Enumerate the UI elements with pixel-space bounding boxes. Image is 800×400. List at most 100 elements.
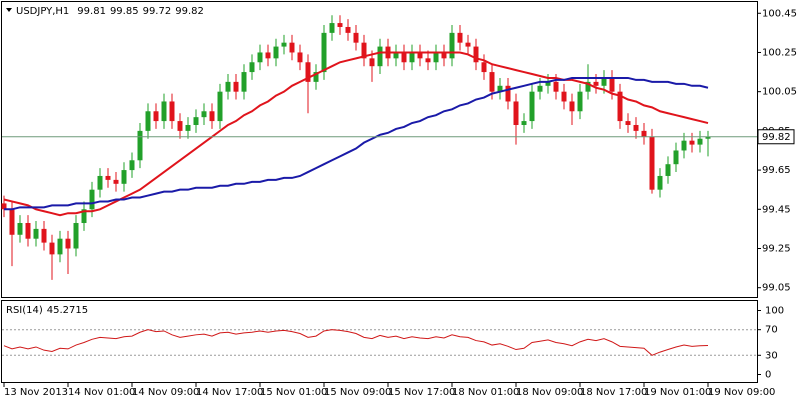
candle-body <box>705 136 711 139</box>
candle-body <box>17 223 23 235</box>
last-high: 99.85 <box>110 6 139 17</box>
price-label-box <box>757 129 795 145</box>
x-tick-label: 14 Nov 01:00 <box>68 387 135 398</box>
candle-body <box>417 52 423 59</box>
y-tick-label: 99.65 <box>762 165 791 176</box>
candle-body <box>273 46 279 59</box>
candle-body <box>585 81 591 92</box>
main-panel-frame <box>1 1 758 298</box>
rsi-name: RSI(14) <box>6 305 43 316</box>
y-tick-label: 100.45 <box>762 8 797 19</box>
candle-body <box>113 179 119 184</box>
candle-body <box>657 175 663 190</box>
candle-body <box>313 72 319 82</box>
y-tick-label: 99.05 <box>762 283 791 294</box>
y-tick-label: 100 <box>765 305 784 316</box>
candle-body <box>241 72 247 92</box>
candle-body <box>49 242 55 255</box>
candle-body <box>361 42 367 59</box>
candle-body <box>33 228 39 239</box>
candle-body <box>337 23 343 27</box>
rsi-panel-frame <box>1 300 758 383</box>
x-tick-label: 18 Nov 01:00 <box>452 387 519 398</box>
last-close: 99.82 <box>175 6 204 17</box>
x-tick-label: 14 Nov 09:00 <box>132 387 199 398</box>
candle-body <box>345 26 351 33</box>
x-tick-label: 18 Nov 17:00 <box>580 387 647 398</box>
candle-body <box>609 77 615 92</box>
rsi-title: RSI(14) 45.2715 <box>6 305 88 316</box>
y-tick-label: 99.25 <box>762 243 791 254</box>
candle-body <box>193 117 199 125</box>
candle-body <box>65 238 71 249</box>
candle-body <box>425 58 431 63</box>
candle-body <box>129 160 135 171</box>
candle-body <box>537 85 543 92</box>
y-tick-label: 100.25 <box>762 47 797 58</box>
candle-body <box>617 91 623 122</box>
candle-body <box>633 124 639 131</box>
candle-body <box>81 209 87 224</box>
y-tick-label: 99.45 <box>762 204 791 215</box>
rsi-line <box>3 329 709 356</box>
x-tick-label: 15 Nov 01:00 <box>260 387 327 398</box>
candle-body <box>265 52 271 59</box>
candle-body <box>25 223 31 239</box>
candle-body <box>305 62 311 82</box>
candle-body <box>665 164 671 176</box>
candle-body <box>433 52 439 63</box>
candle-body <box>649 136 655 190</box>
y-tick-label: 70 <box>765 325 778 336</box>
rsi-last: 45.2715 <box>47 305 88 316</box>
candle-body <box>377 46 383 67</box>
candle-body <box>353 32 359 43</box>
candle-body <box>673 150 679 165</box>
candle-body <box>9 209 15 235</box>
candle-body <box>233 81 239 92</box>
candle-body <box>689 140 695 145</box>
candle-body <box>281 42 287 47</box>
candle-body <box>697 138 703 145</box>
candle-body <box>513 101 519 125</box>
candle-body <box>601 77 607 86</box>
candle-body <box>209 111 215 122</box>
candle-body <box>545 81 551 86</box>
symbol: USDJPY,H1 <box>16 6 69 17</box>
candle-body <box>321 32 327 73</box>
symbol-icon <box>6 8 12 12</box>
candle-body <box>681 140 687 151</box>
x-tick-label: 15 Nov 09:00 <box>324 387 391 398</box>
candle-body <box>577 91 583 112</box>
x-tick-label: 13 Nov 2013 <box>4 387 68 398</box>
candle-body <box>569 101 575 112</box>
candle-body <box>409 52 415 63</box>
candle-body <box>369 58 375 67</box>
candle-body <box>329 23 335 33</box>
moving-average-line <box>4 76 709 211</box>
y-tick-label: 30 <box>765 350 778 361</box>
candle-body <box>257 52 263 63</box>
candle-body <box>505 85 511 102</box>
candle-body <box>177 121 183 131</box>
candle-body <box>521 121 527 125</box>
candle-body <box>185 124 191 131</box>
y-tick-label: 0 <box>765 369 771 380</box>
candle-body <box>217 91 223 122</box>
candle-body <box>225 81 231 92</box>
candle-body <box>625 121 631 125</box>
candle-body <box>641 130 647 137</box>
candle-body <box>153 111 159 122</box>
price-label: 99.82 <box>762 132 791 143</box>
candle-body <box>145 111 151 131</box>
last-open: 99.81 <box>77 6 106 17</box>
candle-body <box>401 52 407 63</box>
candle-body <box>449 32 455 59</box>
candle-body <box>497 85 503 92</box>
candle-body <box>457 32 463 43</box>
candle-body <box>561 91 567 102</box>
marks: 100.45 100.25 100.05 99.85 99.65 99.45 99.25 99… <box>1 8 797 398</box>
candle-body <box>1 203 7 210</box>
candle-body <box>393 52 399 59</box>
